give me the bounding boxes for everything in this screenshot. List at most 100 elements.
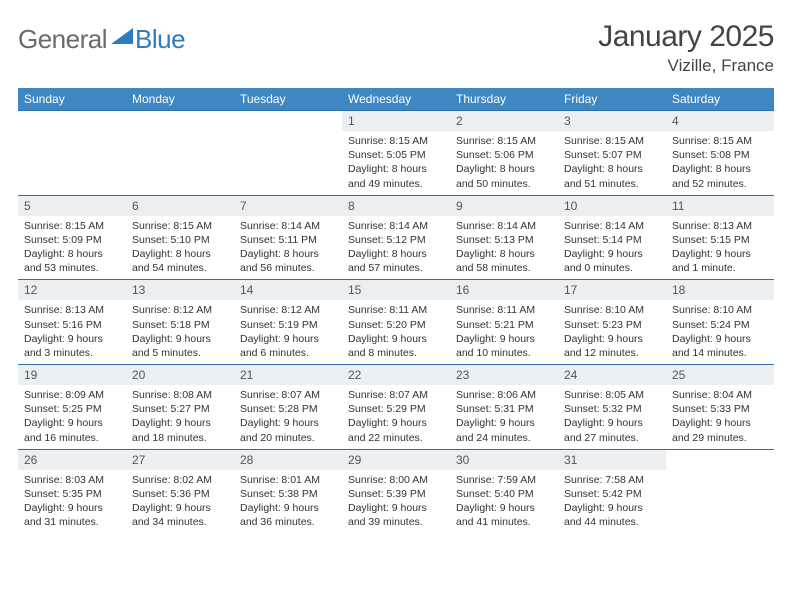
- calendar-day-cell: 20Sunrise: 8:08 AMSunset: 5:27 PMDayligh…: [126, 365, 234, 450]
- sunset-text: Sunset: 5:07 PM: [564, 148, 660, 162]
- calendar-day-cell: 18Sunrise: 8:10 AMSunset: 5:24 PMDayligh…: [666, 280, 774, 365]
- sunset-text: Sunset: 5:24 PM: [672, 318, 768, 332]
- day-details: Sunrise: 8:15 AMSunset: 5:07 PMDaylight:…: [558, 131, 666, 195]
- sunrise-text: Sunrise: 8:11 AM: [456, 303, 552, 317]
- daylight-text-2: and 29 minutes.: [672, 431, 768, 445]
- calendar-day-cell: 22Sunrise: 8:07 AMSunset: 5:29 PMDayligh…: [342, 365, 450, 450]
- day-details: Sunrise: 8:10 AMSunset: 5:24 PMDaylight:…: [666, 300, 774, 364]
- day-details: Sunrise: 7:59 AMSunset: 5:40 PMDaylight:…: [450, 470, 558, 534]
- daylight-text-2: and 8 minutes.: [348, 346, 444, 360]
- calendar-day-cell: 26Sunrise: 8:03 AMSunset: 5:35 PMDayligh…: [18, 449, 126, 533]
- calendar-week-row: 1Sunrise: 8:15 AMSunset: 5:05 PMDaylight…: [18, 111, 774, 196]
- sunset-text: Sunset: 5:21 PM: [456, 318, 552, 332]
- day-number: 13: [126, 280, 234, 300]
- sunrise-text: Sunrise: 8:15 AM: [564, 134, 660, 148]
- daylight-text-1: Daylight: 9 hours: [564, 247, 660, 261]
- day-number: 16: [450, 280, 558, 300]
- day-number: 4: [666, 111, 774, 131]
- day-details: Sunrise: 8:15 AMSunset: 5:06 PMDaylight:…: [450, 131, 558, 195]
- day-number: 14: [234, 280, 342, 300]
- calendar-week-row: 19Sunrise: 8:09 AMSunset: 5:25 PMDayligh…: [18, 365, 774, 450]
- calendar-day-cell: 21Sunrise: 8:07 AMSunset: 5:28 PMDayligh…: [234, 365, 342, 450]
- sunrise-text: Sunrise: 8:11 AM: [348, 303, 444, 317]
- day-details: Sunrise: 8:06 AMSunset: 5:31 PMDaylight:…: [450, 385, 558, 449]
- location: Vizille, France: [598, 56, 774, 76]
- daylight-text-1: Daylight: 8 hours: [240, 247, 336, 261]
- daylight-text-1: Daylight: 9 hours: [456, 416, 552, 430]
- sunset-text: Sunset: 5:36 PM: [132, 487, 228, 501]
- calendar-day-cell: 23Sunrise: 8:06 AMSunset: 5:31 PMDayligh…: [450, 365, 558, 450]
- daylight-text-1: Daylight: 8 hours: [456, 247, 552, 261]
- sunrise-text: Sunrise: 7:59 AM: [456, 473, 552, 487]
- sunset-text: Sunset: 5:39 PM: [348, 487, 444, 501]
- sunset-text: Sunset: 5:20 PM: [348, 318, 444, 332]
- weekday-header: Monday: [126, 88, 234, 111]
- day-number: 31: [558, 450, 666, 470]
- day-number: 28: [234, 450, 342, 470]
- day-number: 2: [450, 111, 558, 131]
- weekday-header: Sunday: [18, 88, 126, 111]
- sunrise-text: Sunrise: 8:14 AM: [456, 219, 552, 233]
- day-number: 6: [126, 196, 234, 216]
- sunset-text: Sunset: 5:35 PM: [24, 487, 120, 501]
- day-details: Sunrise: 8:04 AMSunset: 5:33 PMDaylight:…: [666, 385, 774, 449]
- sunrise-text: Sunrise: 8:02 AM: [132, 473, 228, 487]
- sunrise-text: Sunrise: 8:15 AM: [348, 134, 444, 148]
- sunset-text: Sunset: 5:10 PM: [132, 233, 228, 247]
- daylight-text-1: Daylight: 8 hours: [132, 247, 228, 261]
- weekday-header: Friday: [558, 88, 666, 111]
- calendar-day-cell: 30Sunrise: 7:59 AMSunset: 5:40 PMDayligh…: [450, 449, 558, 533]
- daylight-text-2: and 22 minutes.: [348, 431, 444, 445]
- daylight-text-2: and 6 minutes.: [240, 346, 336, 360]
- sunrise-text: Sunrise: 8:01 AM: [240, 473, 336, 487]
- day-number: 17: [558, 280, 666, 300]
- day-details: Sunrise: 8:07 AMSunset: 5:29 PMDaylight:…: [342, 385, 450, 449]
- sunset-text: Sunset: 5:29 PM: [348, 402, 444, 416]
- day-details: Sunrise: 8:15 AMSunset: 5:10 PMDaylight:…: [126, 216, 234, 280]
- daylight-text-1: Daylight: 9 hours: [564, 501, 660, 515]
- daylight-text-1: Daylight: 9 hours: [672, 247, 768, 261]
- day-number: 27: [126, 450, 234, 470]
- calendar-day-cell: 27 Sunrise: 8:02 AMSunset: 5:36 PMDayligh…: [126, 449, 234, 533]
- sunset-text: Sunset: 5:09 PM: [24, 233, 120, 247]
- day-number: 20: [126, 365, 234, 385]
- calendar-day-cell: 19Sunrise: 8:09 AMSunset: 5:25 PMDayligh…: [18, 365, 126, 450]
- day-number: 18: [666, 280, 774, 300]
- day-details: Sunrise: 8:00 AMSunset: 5:39 PMDaylight:…: [342, 470, 450, 534]
- day-details: Sunrise: 8:11 AMSunset: 5:20 PMDaylight:…: [342, 300, 450, 364]
- calendar-day-cell: 29Sunrise: 8:00 AMSunset: 5:39 PMDayligh…: [342, 449, 450, 533]
- day-details: Sunrise: 8:01 AMSunset: 5:38 PMDaylight:…: [234, 470, 342, 534]
- sunrise-text: Sunrise: 7:58 AM: [564, 473, 660, 487]
- daylight-text-1: Daylight: 9 hours: [348, 501, 444, 515]
- sunrise-text: Sunrise: 8:14 AM: [348, 219, 444, 233]
- brand-part1: General: [18, 24, 107, 55]
- daylight-text-2: and 20 minutes.: [240, 431, 336, 445]
- calendar-day-cell: [666, 449, 774, 533]
- day-number: 23: [450, 365, 558, 385]
- daylight-text-1: Daylight: 9 hours: [672, 332, 768, 346]
- sunrise-text: Sunrise: 8:10 AM: [672, 303, 768, 317]
- calendar-day-cell: 5Sunrise: 8:15 AMSunset: 5:09 PMDaylight…: [18, 195, 126, 280]
- daylight-text-1: Daylight: 9 hours: [132, 501, 228, 515]
- day-details: Sunrise: 8:03 AMSunset: 5:35 PMDaylight:…: [18, 470, 126, 534]
- day-details: Sunrise: 8:11 AMSunset: 5:21 PMDaylight:…: [450, 300, 558, 364]
- day-details: Sunrise: 8:05 AMSunset: 5:32 PMDaylight:…: [558, 385, 666, 449]
- sunset-text: Sunset: 5:11 PM: [240, 233, 336, 247]
- calendar-day-cell: 10Sunrise: 8:14 AMSunset: 5:14 PMDayligh…: [558, 195, 666, 280]
- daylight-text-1: Daylight: 9 hours: [132, 416, 228, 430]
- day-number: 10: [558, 196, 666, 216]
- daylight-text-1: Daylight: 9 hours: [456, 332, 552, 346]
- brand-triangle-icon: [111, 28, 133, 51]
- day-details: Sunrise: 8:15 AMSunset: 5:09 PMDaylight:…: [18, 216, 126, 280]
- daylight-text-2: and 58 minutes.: [456, 261, 552, 275]
- day-number: 21: [234, 365, 342, 385]
- sunset-text: Sunset: 5:19 PM: [240, 318, 336, 332]
- calendar-day-cell: 15Sunrise: 8:11 AMSunset: 5:20 PMDayligh…: [342, 280, 450, 365]
- daylight-text-2: and 31 minutes.: [24, 515, 120, 529]
- sunset-text: Sunset: 5:05 PM: [348, 148, 444, 162]
- daylight-text-2: and 34 minutes.: [132, 515, 228, 529]
- daylight-text-1: Daylight: 9 hours: [132, 332, 228, 346]
- calendar-week-row: 26Sunrise: 8:03 AMSunset: 5:35 PMDayligh…: [18, 449, 774, 533]
- daylight-text-2: and 50 minutes.: [456, 177, 552, 191]
- calendar-day-cell: 11Sunrise: 8:13 AMSunset: 5:15 PMDayligh…: [666, 195, 774, 280]
